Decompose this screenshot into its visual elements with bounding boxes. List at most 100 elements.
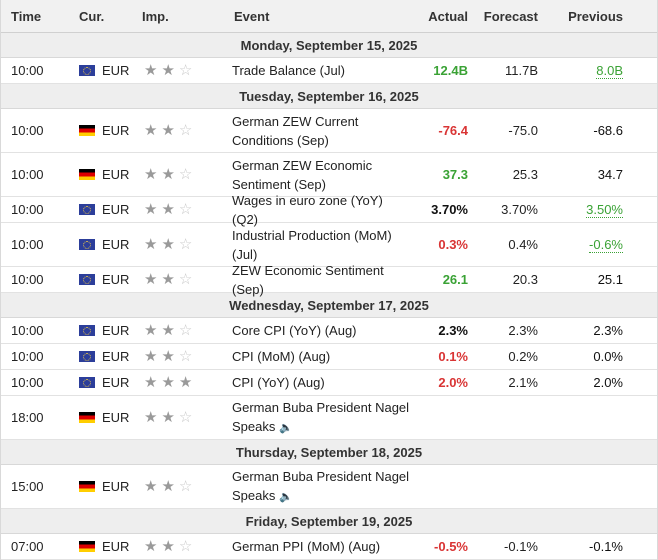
star-filled-icon: ★ [144,409,158,426]
star-filled-icon: ★ [161,236,175,253]
table-row[interactable]: 10:00 EUR ★ ★ ☆ Wages in euro zone (YoY) (Q2)… [1,193,657,227]
event-name[interactable]: Industrial Production (MoM) (Jul) [224,226,410,264]
event-name[interactable]: Core CPI (YoY) (Aug) [224,321,410,340]
forecast-value: 0.2% [508,349,538,364]
event-name[interactable]: German Buba President Nagel Speaks 🔈 [224,398,410,438]
currency-code: EUR [102,63,130,78]
header-previous[interactable]: Previous [568,8,623,24]
event-time: 10:00 [11,323,44,338]
eu-flag-icon [79,351,95,362]
table-row[interactable]: 10:00 EUR ★ ★ ☆ CPI (MoM) (Aug) 0.1% 0.2% 0.0% [1,344,657,370]
star-filled-icon: ★ [144,271,158,288]
event-time: 10:00 [11,272,44,287]
revised-previous-value[interactable]: 8.0B [596,63,623,79]
event-name[interactable]: German ZEW Economic Sentiment (Sep) [224,156,410,194]
day-header: Monday, September 15, 2025 [1,33,657,58]
event-name[interactable]: German Buba President Nagel Speaks 🔈 [224,467,410,507]
table-row[interactable]: 15:00 EUR ★ ★ ☆ German Buba President Nagel S… [1,465,657,509]
star-empty-icon: ☆ [178,122,193,139]
importance-rating: ★ ★ ☆ [134,349,224,364]
revised-previous-value[interactable]: 3.50% [586,202,623,218]
table-row[interactable]: 10:00 EUR ★ ★ ☆ German ZEW Current Conditions… [1,109,657,153]
table-row[interactable]: 10:00 EUR ★ ★ ☆ ZEW Economic Sentiment (Sep) 2… [1,263,657,297]
star-filled-icon: ★ [161,62,175,79]
event-name-text[interactable]: CPI (MoM) (Aug) [232,349,331,364]
event-name[interactable]: Trade Balance (Jul) [224,61,410,80]
event-name-text[interactable]: German Buba President Nagel Speaks [232,468,410,503]
table-row[interactable]: 18:00 EUR ★ ★ ☆ German Buba President Nagel S… [1,396,657,440]
actual-value: 0.3% [438,237,468,252]
event-name[interactable]: CPI (MoM) (Aug) [224,347,410,366]
table-row[interactable]: 10:00 EUR ★ ★ ☆ Industrial Production (MoM) (… [1,223,657,267]
importance-rating: ★ ★ ☆ [134,63,224,78]
revised-previous-value[interactable]: -0.6% [589,237,623,253]
star-filled-icon: ★ [161,166,175,183]
event-name-text[interactable]: ZEW Economic Sentiment (Sep) [232,262,384,297]
event-name-text[interactable]: CPI (YoY) (Aug) [232,375,325,390]
star-filled-icon: ★ [144,201,158,218]
header-currency[interactable]: Cur. [79,8,105,24]
star-empty-icon: ☆ [178,201,193,218]
de-flag-icon [79,125,95,136]
event-name[interactable]: German ZEW Current Conditions (Sep) [224,112,410,150]
actual-value: 26.1 [442,272,468,287]
table-row[interactable]: 10:00 EUR ★ ★ ☆ Core CPI (YoY) (Aug) 2.3% 2.3% 2… [1,318,657,344]
forecast-value: -0.1% [504,539,538,554]
header-forecast[interactable]: Forecast [483,8,538,24]
star-empty-icon: ☆ [178,62,193,79]
star-filled-icon: ★ [161,348,175,365]
event-currency: EUR [66,63,134,78]
header-event[interactable]: Event [234,8,270,24]
event-currency: EUR [66,123,134,138]
table-row[interactable]: 10:00 EUR ★ ★ ☆ German ZEW Economic Sentiment… [1,153,657,197]
event-currency: EUR [66,167,134,182]
actual-value: 12.4B [433,63,468,78]
currency-code: EUR [102,323,130,338]
event-currency: EUR [66,272,134,287]
event-name-text[interactable]: German PPI (MoM) (Aug) [232,539,381,554]
previous-value[interactable]: 3.50% [538,202,623,218]
table-row[interactable]: 10:00 EUR ★ ★ ☆ Trade Balance (Jul) 12.4B 11.7B… [1,58,657,84]
event-name-text[interactable]: Core CPI (YoY) (Aug) [232,323,357,338]
previous-value[interactable]: -0.6% [538,237,623,253]
event-name-text[interactable]: Trade Balance (Jul) [232,63,345,78]
actual-value: 2.3% [438,323,468,338]
event-name-text[interactable]: German ZEW Current Conditions (Sep) [232,113,359,148]
previous-value: 34.7 [597,167,623,182]
importance-rating: ★ ★ ★ [134,375,224,390]
star-filled-icon: ★ [161,374,175,391]
star-filled-icon: ★ [161,201,175,218]
currency-code: EUR [102,539,130,554]
previous-value[interactable]: 8.0B [538,63,623,79]
previous-value: -0.1% [589,539,623,554]
star-filled-icon: ★ [144,322,158,339]
event-name[interactable]: Wages in euro zone (YoY) (Q2) [224,191,410,229]
star-filled-icon: ★ [161,409,175,426]
header-actual[interactable]: Actual [428,8,468,24]
actual-value: -76.4 [438,123,468,138]
event-name[interactable]: German PPI (MoM) (Aug) [224,537,410,556]
star-filled-icon: ★ [144,478,158,495]
event-name[interactable]: ZEW Economic Sentiment (Sep) [224,261,410,299]
previous-value: 0.0% [593,349,623,364]
event-name-text[interactable]: Wages in euro zone (YoY) (Q2) [232,192,383,227]
currency-code: EUR [102,167,130,182]
star-empty-icon: ☆ [178,409,193,426]
header-time[interactable]: Time [11,8,42,24]
day-header: Thursday, September 18, 2025 [1,440,657,465]
header-importance[interactable]: Imp. [142,8,169,24]
table-row[interactable]: 10:00 EUR ★ ★ ★ CPI (YoY) (Aug) 2.0% 2.1% 2.0% [1,370,657,396]
event-name-text[interactable]: Industrial Production (MoM) (Jul) [232,227,392,262]
event-currency: EUR [66,237,134,252]
event-name-text[interactable]: German Buba President Nagel Speaks [232,399,410,434]
event-name-text[interactable]: German ZEW Economic Sentiment (Sep) [232,157,373,192]
previous-value: 2.0% [593,375,623,390]
importance-rating: ★ ★ ☆ [134,202,224,217]
actual-value: 0.1% [438,349,468,364]
eu-flag-icon [79,65,95,76]
event-time: 15:00 [11,479,44,494]
event-time: 10:00 [11,375,44,390]
event-name[interactable]: CPI (YoY) (Aug) [224,373,410,392]
star-filled-icon: ★ [144,122,158,139]
table-row[interactable]: 07:00 EUR ★ ★ ☆ German PPI (MoM) (Aug) -0.5% -0… [1,534,657,560]
